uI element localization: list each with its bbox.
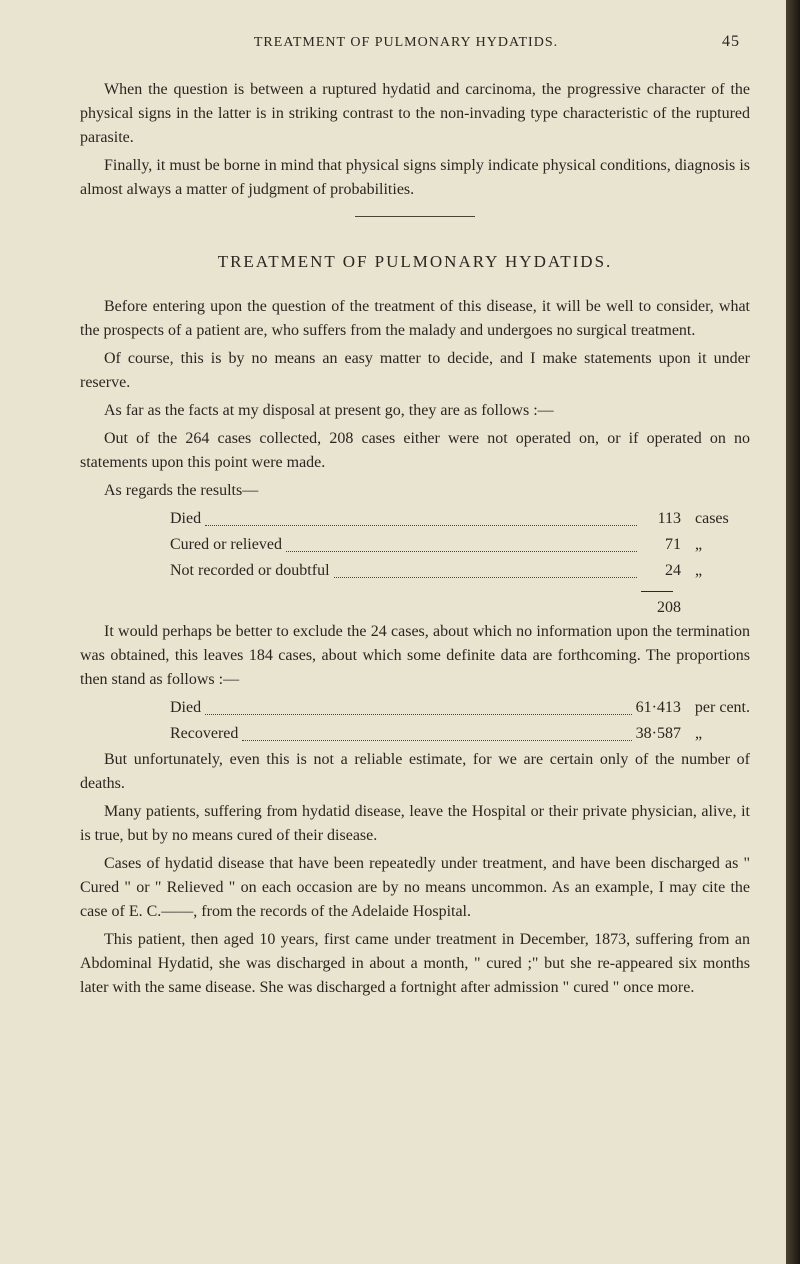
section-heading: TREATMENT OF PULMONARY HYDATIDS. [80,249,750,275]
leader-dots [205,507,637,526]
stat-value: 24 [641,559,681,583]
stat-row: Not recorded or doubtful 24 „ [80,559,750,583]
leader-dots [286,533,637,552]
stat-value: 113 [641,507,681,531]
book-binding-edge [786,0,800,1264]
divider [355,216,475,217]
stat-suffix: „ [681,722,750,746]
paragraph: Before entering upon the question of the… [80,295,750,343]
leader-dots [334,559,637,578]
stat-suffix: per cent. [681,696,750,720]
paragraph: Many patients, suffering from hydatid di… [80,800,750,848]
statistics-block: Died 61·413 per cent. Recovered 38·587 „ [80,696,750,746]
page-header: TREATMENT OF PULMONARY HYDATIDS. 45 [80,30,750,54]
stat-label: Not recorded or doubtful [170,559,330,583]
paragraph: As far as the facts at my disposal at pr… [80,399,750,423]
stat-suffix: cases [681,507,750,531]
stat-row: Died 61·413 per cent. [80,696,750,720]
paragraph: This patient, then aged 10 years, first … [80,928,750,1000]
stat-suffix: „ [681,559,750,583]
page-content: TREATMENT OF PULMONARY HYDATIDS. 45 When… [0,0,800,1034]
stat-value: 71 [641,533,681,557]
stat-total: 208 [641,596,681,620]
stat-sum-rule [80,585,750,596]
stat-total-row: 208 [80,596,750,620]
stat-value: 38·587 [636,722,681,746]
paragraph: It would perhaps be better to exclude th… [80,620,750,692]
paragraph: Cases of hydatid disease that have been … [80,852,750,924]
paragraph: Of course, this is by no means an easy m… [80,347,750,395]
stat-suffix: „ [681,533,750,557]
stat-row: Cured or relieved 71 „ [80,533,750,557]
leader-dots [242,722,631,741]
leader-dots [205,696,631,715]
paragraph: But unfortunately, even this is not a re… [80,748,750,796]
page-number: 45 [722,30,740,54]
stat-value: 61·413 [636,696,681,720]
paragraph: As regards the results— [80,479,750,503]
paragraph: Finally, it must be borne in mind that p… [80,154,750,202]
stat-label: Died [170,507,201,531]
running-head: TREATMENT OF PULMONARY HYDATIDS. [90,32,722,53]
stat-row: Died 113 cases [80,507,750,531]
stat-row: Recovered 38·587 „ [80,722,750,746]
paragraph: When the question is between a ruptured … [80,78,750,150]
stat-label: Recovered [170,722,238,746]
stat-label: Cured or relieved [170,533,282,557]
stat-label: Died [170,696,201,720]
statistics-block: Died 113 cases Cured or relieved 71 „ No… [80,507,750,620]
paragraph: Out of the 264 cases collected, 208 case… [80,427,750,475]
